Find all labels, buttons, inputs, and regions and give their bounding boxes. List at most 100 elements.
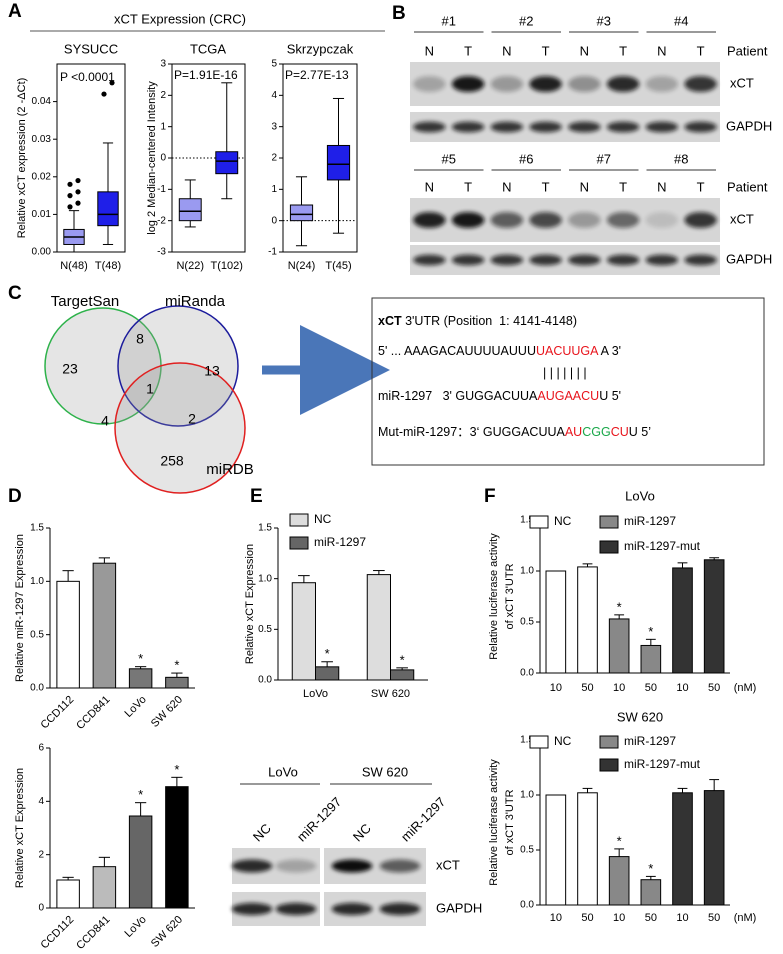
box [326, 144, 351, 181]
y-tick-label: 0.04 [32, 96, 52, 107]
bar [128, 668, 153, 689]
bar [608, 856, 630, 906]
sequence-line: Mut-miR-1297：3‘ GUGGACUUAAUCGGCUU 5’ [378, 425, 651, 439]
sequence-segment: AUGAACU [537, 389, 599, 403]
blot-band [529, 121, 562, 133]
blot-band [529, 212, 562, 228]
blot-band [568, 121, 601, 133]
box [97, 191, 119, 227]
x-tick-label: T(48) [95, 260, 121, 272]
significance: * [617, 833, 622, 848]
patient-label: #7 [597, 151, 611, 166]
blot-band [568, 254, 601, 266]
patient-label: #5 [442, 151, 456, 166]
group-label: LoVo [268, 764, 298, 779]
y-tick-label: -2 [157, 215, 166, 226]
y-tick-label: 2 [271, 153, 277, 164]
blot-band [231, 859, 273, 873]
lane-label: T [697, 179, 705, 194]
blot-band [645, 254, 679, 266]
sequence-segment: 3'UTR (Position 1: 4141-4148) [402, 314, 577, 328]
y-tick-label: 0 [160, 153, 166, 164]
x-tick-label: T(45) [325, 260, 351, 272]
x-tick-label: 50 [645, 912, 657, 924]
significance: * [174, 658, 179, 673]
venn-set-label: miRDB [206, 461, 254, 478]
legend-label: miR-1297 [624, 514, 676, 528]
y-tick-label: 1.5 [520, 515, 534, 526]
bar [608, 618, 630, 674]
x-tick-label: 10 [613, 912, 625, 924]
y-axis-label: of xCT 3'UTR [504, 789, 516, 855]
y-tick-label: 0.02 [32, 171, 52, 182]
lane-label: NC [250, 821, 274, 845]
sequence-segment: U 5’ [629, 425, 651, 439]
significance: * [617, 599, 622, 614]
lane-label: NC [350, 821, 374, 845]
y-tick-label: -1 [157, 184, 166, 195]
blot-band [413, 254, 446, 266]
blot-band [568, 212, 601, 228]
sequence-segment: Mut-miR-1297：3‘ GUGGACUUA [378, 425, 566, 439]
significance: * [325, 646, 330, 661]
x-tick-label: CCD112 [39, 914, 77, 952]
y-tick-label: 0.01 [32, 209, 52, 220]
y-axis-label: Relative luciferase activity [488, 533, 500, 660]
bar [92, 866, 117, 909]
blot-gap [320, 848, 324, 884]
legend-swatch [599, 758, 619, 772]
y-tick-label: 1.0 [30, 576, 44, 587]
lane-label: T [542, 179, 550, 194]
x-unit: (nM) [734, 912, 757, 924]
y-tick-label: 0.5 [520, 617, 534, 628]
lane-label: N [502, 43, 511, 58]
venn-set-label: TargetSan [51, 293, 119, 310]
box [289, 204, 314, 222]
x-tick-label: SW 620 [149, 694, 185, 730]
y-tick-label: 1.5 [30, 523, 44, 534]
blot-band [606, 121, 640, 133]
y-tick-label: -1 [268, 247, 277, 258]
x-tick-label: LoVo [303, 688, 328, 700]
protein-label: GAPDH [436, 900, 482, 915]
legend-label: NC [554, 514, 572, 528]
y-axis-label: Relative xCT expression (2 -ΔCt) [16, 78, 28, 239]
legend-swatch [599, 515, 619, 529]
bar [640, 879, 662, 906]
lane-label: T [619, 179, 627, 194]
row-label: Patient [727, 179, 768, 194]
venn-set [117, 305, 239, 427]
bar [165, 676, 189, 689]
legend-label: miR-1297 [624, 734, 676, 748]
lane-label: N [580, 179, 589, 194]
blot-band [451, 76, 485, 92]
legend-label: NC [314, 512, 332, 526]
y-tick-label: 4 [38, 796, 44, 807]
x-tick-label: T(102) [211, 260, 243, 272]
sequence-line: xCT 3'UTR (Position 1: 4141-4148) [378, 314, 577, 328]
blot-band [379, 902, 421, 916]
legend-label: NC [554, 734, 572, 748]
bar [390, 669, 415, 681]
panel-letter: E [250, 486, 263, 507]
bar [703, 559, 725, 674]
blot-band [451, 212, 485, 228]
blot-band [231, 902, 273, 916]
patient-label: #8 [674, 151, 688, 166]
sequence-segment: miR-1297 3' GUGGACUUA [378, 389, 538, 403]
y-axis-label: log 2 Median-centered Intensity [146, 81, 158, 235]
blot-band [413, 76, 446, 92]
x-tick-label: SW 620 [149, 914, 185, 950]
blot-band [684, 254, 717, 266]
significance: * [138, 787, 143, 802]
venn-region: 2 [188, 411, 196, 427]
bar [56, 580, 80, 689]
outlier [67, 193, 73, 199]
legend-swatch [599, 735, 619, 749]
outlier [109, 80, 115, 86]
annotation: P <0.0001 [60, 70, 115, 84]
lane-label: N [425, 43, 434, 58]
box [215, 151, 239, 175]
sequence-segment: 5' ... AAAGACAUUUUAUUU [378, 344, 536, 358]
